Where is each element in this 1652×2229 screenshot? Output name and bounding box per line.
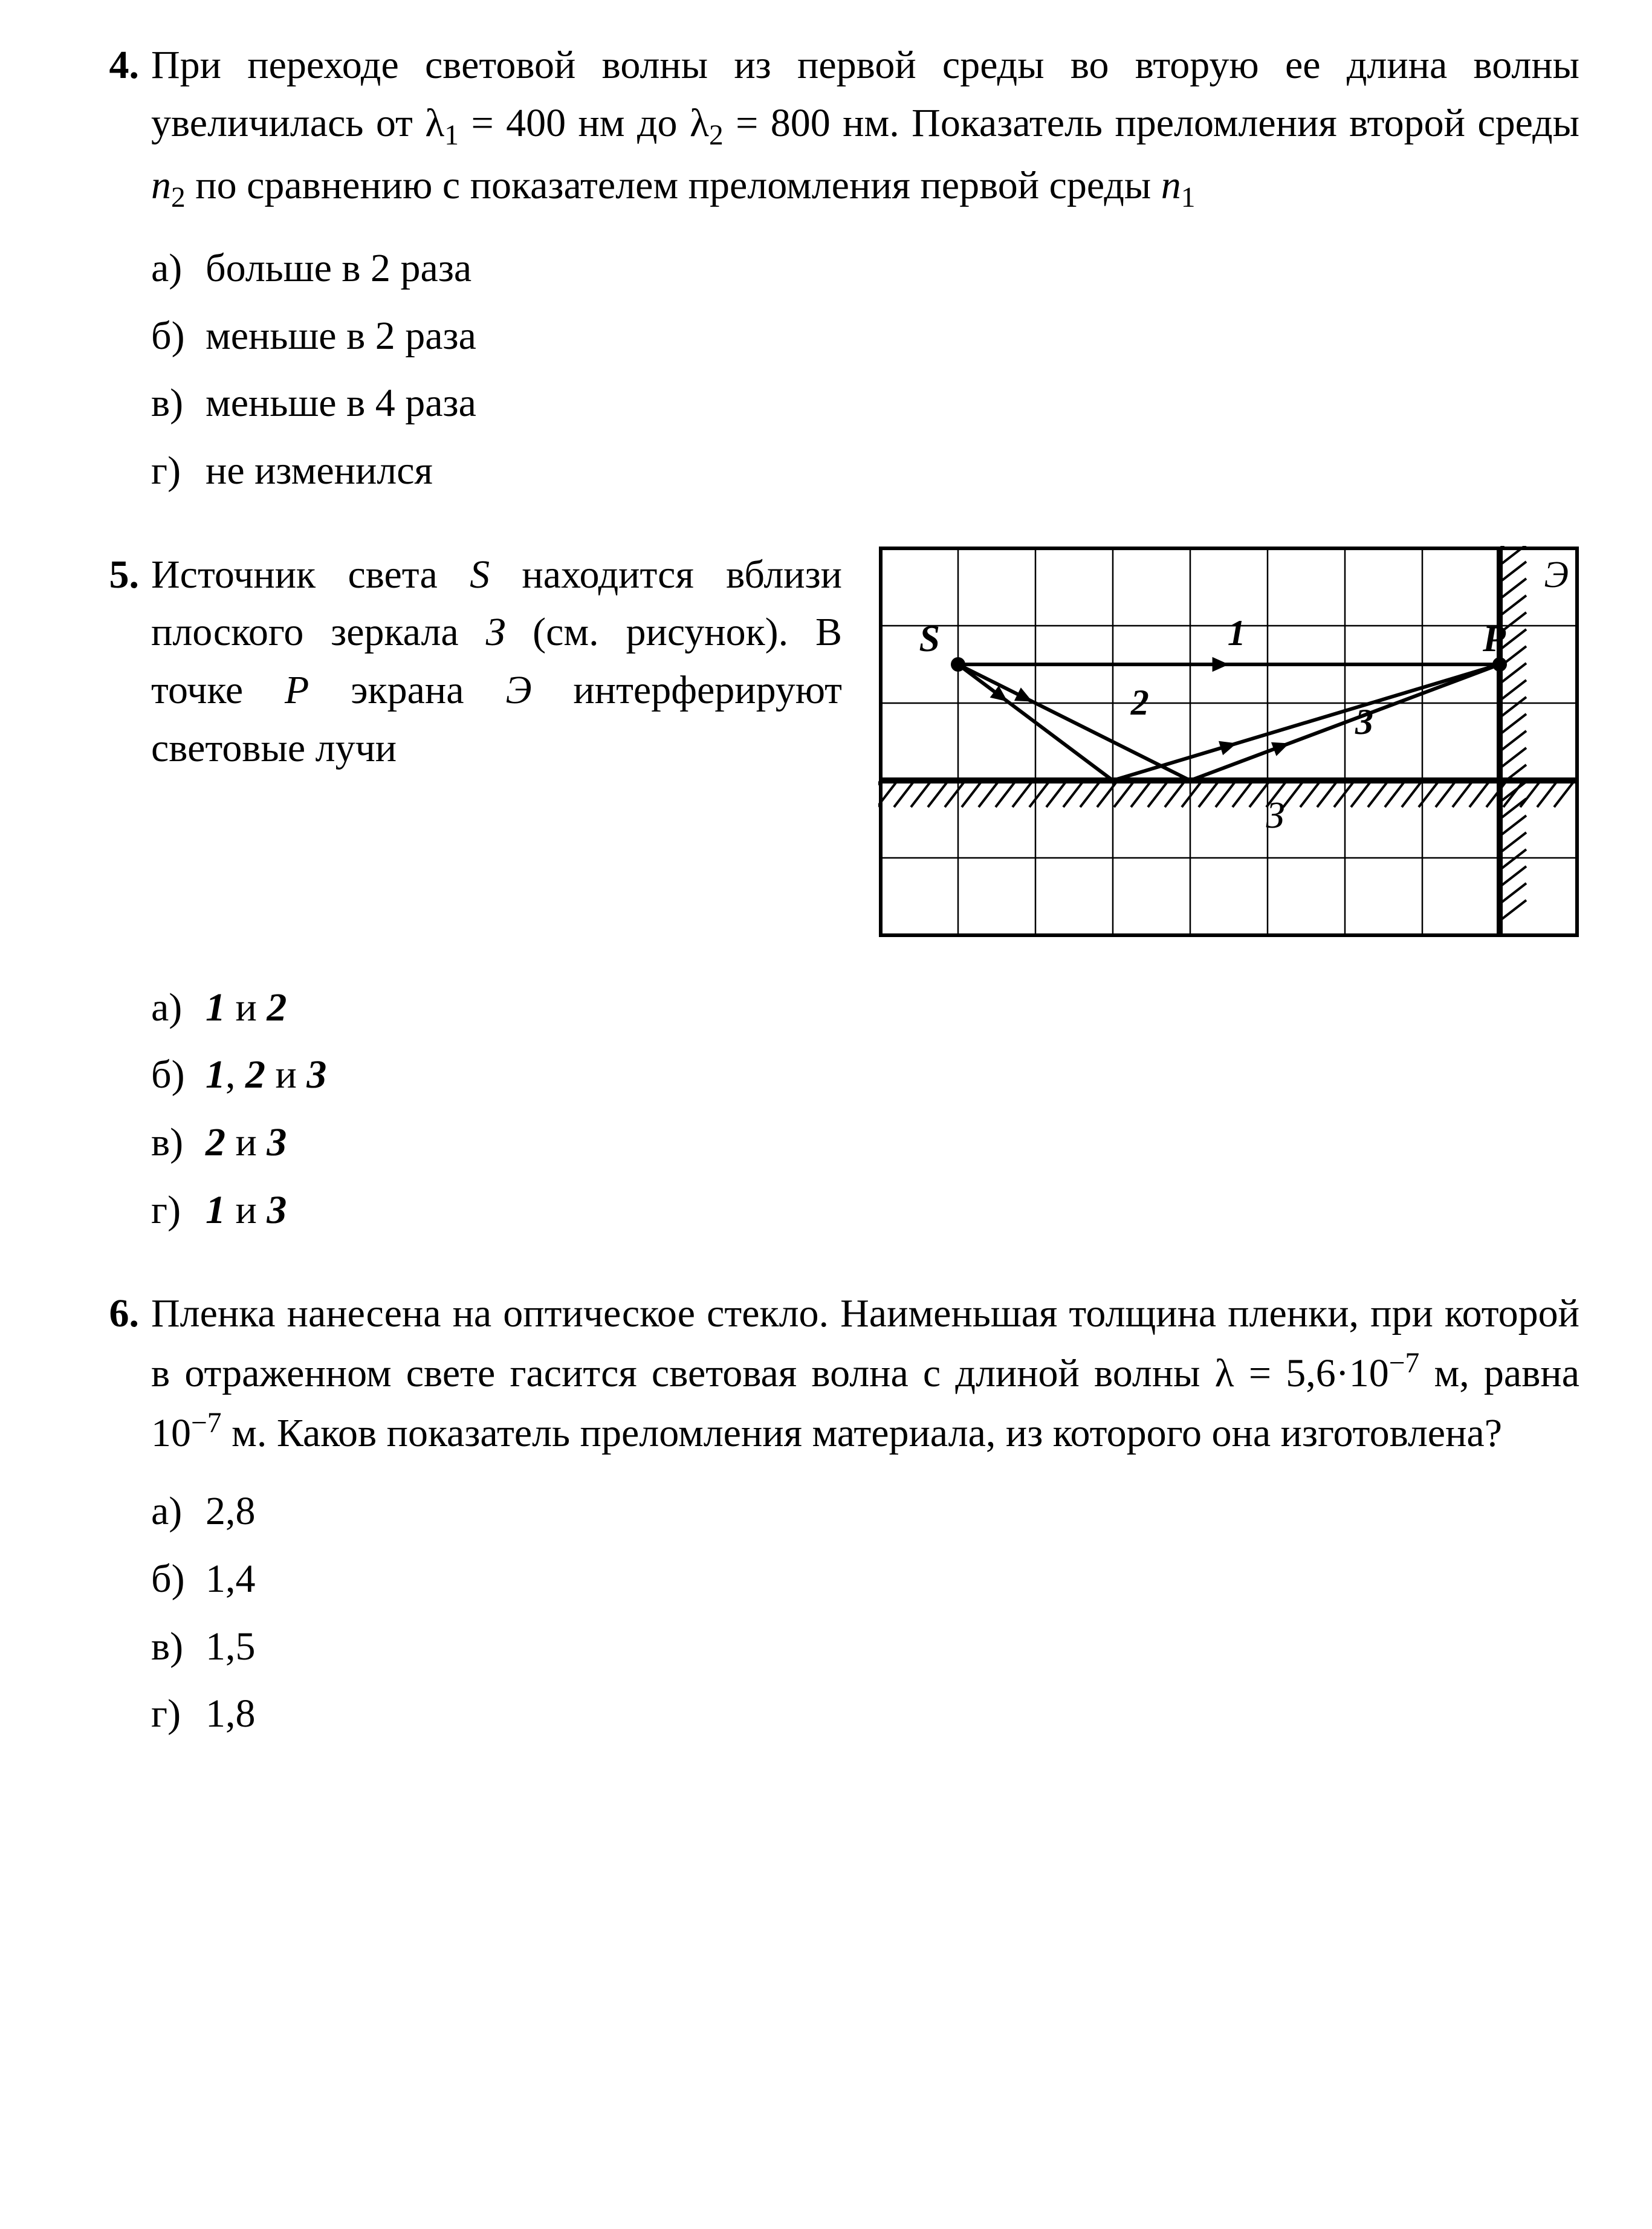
- problem-body: Источник света S нахо­дится вблизи плоск…: [151, 546, 1579, 1249]
- option-letter: а): [151, 239, 206, 297]
- option-letter: в): [151, 1114, 206, 1172]
- option-text: 1 и 2: [206, 979, 287, 1037]
- problem-6: 6. Пленка нанесена на оптическое стекло.…: [73, 1285, 1579, 1753]
- svg-text:Э: Э: [1544, 554, 1569, 595]
- option-letter: б): [151, 1550, 206, 1608]
- option-letter: г): [151, 442, 206, 500]
- option-text: 1, 2 и 3: [206, 1046, 326, 1104]
- option-text: 2 и 3: [206, 1114, 287, 1172]
- problem-number: 6.: [73, 1285, 151, 1753]
- problem-body: При переходе световой волны из первой ср…: [151, 36, 1579, 510]
- option-v: в) 2 и 3: [151, 1114, 1579, 1172]
- problem-5: 5. Источник света S нахо­дится вблизи пл…: [73, 546, 1579, 1249]
- svg-text:1: 1: [1228, 613, 1246, 653]
- problem-4: 4. При переходе световой волны из первой…: [73, 36, 1579, 510]
- mirror-diagram: S PЭ З 1 2 3: [878, 546, 1579, 969]
- option-letter: в): [151, 1618, 206, 1676]
- option-letter: в): [151, 374, 206, 432]
- problem-prompt: При переходе световой волны из первой ср…: [151, 36, 1579, 219]
- problem-number: 5.: [73, 546, 151, 1249]
- option-b: б) 1,4: [151, 1550, 1579, 1608]
- option-text: меньше в 2 раза: [206, 307, 476, 365]
- option-text: 1,8: [206, 1685, 256, 1743]
- option-text: больше в 2 раза: [206, 239, 471, 297]
- option-v: в) меньше в 4 раза: [151, 374, 1579, 432]
- option-text: 2,8: [206, 1482, 256, 1540]
- option-g: г) 1,8: [151, 1685, 1579, 1743]
- option-b: б) меньше в 2 раза: [151, 307, 1579, 365]
- option-b: б) 1, 2 и 3: [151, 1046, 1579, 1104]
- option-text: 1,5: [206, 1618, 256, 1676]
- option-a: а) 1 и 2: [151, 979, 1579, 1037]
- option-a: а) больше в 2 раза: [151, 239, 1579, 297]
- option-a: а) 2,8: [151, 1482, 1579, 1540]
- option-g: г) 1 и 3: [151, 1181, 1579, 1239]
- option-text: меньше в 4 раза: [206, 374, 476, 432]
- problem-prompt: Пленка нанесена на оптическое стекло. На…: [151, 1285, 1579, 1462]
- option-letter: а): [151, 1482, 206, 1540]
- option-letter: г): [151, 1685, 206, 1743]
- option-letter: б): [151, 1046, 206, 1104]
- option-letter: б): [151, 307, 206, 365]
- svg-text:S: S: [919, 618, 940, 660]
- options-list: а) 2,8 б) 1,4 в) 1,5 г) 1,8: [151, 1482, 1579, 1743]
- option-text: не изменился: [206, 442, 433, 500]
- option-letter: г): [151, 1181, 206, 1239]
- problem-body: Пленка нанесена на оптическое стекло. На…: [151, 1285, 1579, 1753]
- options-list: а) больше в 2 раза б) меньше в 2 раза в)…: [151, 239, 1579, 500]
- options-list: а) 1 и 2 б) 1, 2 и 3 в) 2 и 3 г) 1 и 3: [151, 979, 1579, 1239]
- option-text: 1 и 3: [206, 1181, 287, 1239]
- svg-text:3: 3: [1355, 702, 1373, 742]
- option-g: г) не изменился: [151, 442, 1579, 500]
- option-v: в) 1,5: [151, 1618, 1579, 1676]
- problem-prompt: Источник света S нахо­дится вблизи плоск…: [151, 546, 842, 777]
- svg-text:З: З: [1266, 795, 1284, 836]
- svg-text:P: P: [1482, 618, 1506, 660]
- problem-number: 4.: [73, 36, 151, 510]
- svg-text:2: 2: [1130, 683, 1149, 722]
- option-text: 1,4: [206, 1550, 256, 1608]
- option-letter: а): [151, 979, 206, 1037]
